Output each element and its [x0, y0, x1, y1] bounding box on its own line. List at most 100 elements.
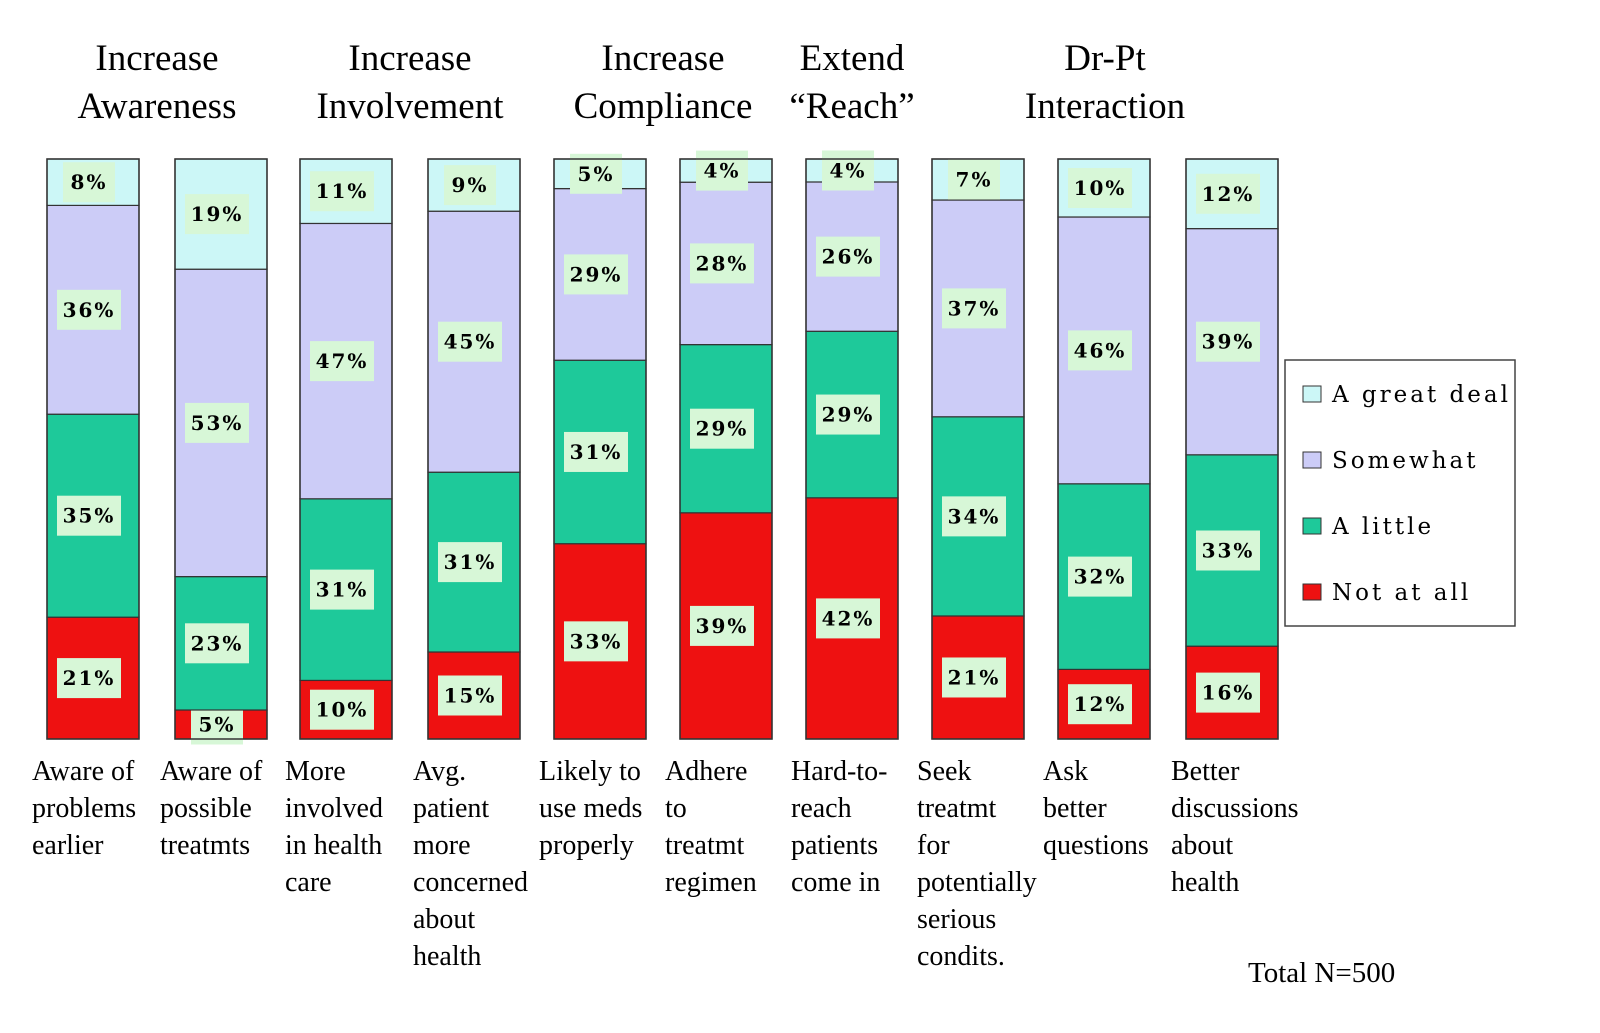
category-label-6-line-1: reach: [791, 793, 852, 824]
category-label-7-line-4: serious: [917, 904, 996, 935]
category-label-5-line-2: treatmt: [665, 830, 745, 861]
value-label-box-9-1: [1196, 530, 1260, 571]
value-label-1-0: 5%: [199, 713, 236, 737]
value-label-box-4-1: [564, 431, 628, 472]
category-label-8-line-2: questions: [1043, 830, 1149, 861]
value-label-4-1: 31%: [570, 440, 623, 464]
category-label-5-line-0: Adhere: [665, 756, 747, 787]
legend-box: [1284, 359, 1516, 627]
value-label-2-3: 11%: [316, 179, 369, 203]
value-label-2-0: 10%: [316, 698, 369, 722]
category-label-1-line-1: possible: [160, 793, 252, 824]
value-label-box-3-3: [444, 165, 496, 206]
value-label-box-7-3: [948, 159, 1000, 200]
value-label-box-8-3: [1068, 168, 1132, 208]
bar-outline-3: [427, 158, 521, 740]
value-label-3-2: 45%: [444, 330, 497, 354]
value-label-9-2: 39%: [1202, 330, 1255, 354]
value-label-box-6-3: [822, 150, 874, 191]
value-label-box-7-1: [942, 496, 1006, 537]
value-label-4-0: 33%: [570, 629, 623, 653]
category-label-9-line-3: health: [1171, 867, 1239, 898]
group-title-1-line-0: Increase: [348, 38, 471, 79]
value-label-box-5-0: [690, 605, 754, 646]
value-label-box-9-2: [1196, 321, 1260, 362]
value-label-5-2: 28%: [696, 251, 749, 275]
value-label-box-2-3: [310, 171, 374, 212]
group-title-3-line-1: “Reach”: [789, 86, 914, 127]
value-label-9-3: 12%: [1202, 182, 1255, 206]
value-label-box-0-0: [57, 658, 121, 699]
category-label-0-line-2: earlier: [32, 830, 104, 861]
value-label-0-1: 35%: [63, 504, 116, 528]
legend-swatch-a-great-deal: [1302, 385, 1322, 403]
category-label-3-line-0: Avg.: [413, 756, 466, 787]
value-label-box-3-2: [438, 321, 502, 362]
bar-outline-2: [299, 158, 393, 740]
value-label-box-1-2: [185, 402, 249, 443]
value-label-7-0: 21%: [948, 665, 1001, 689]
category-label-4-line-1: use meds: [539, 793, 642, 824]
category-label-8-line-0: Ask: [1043, 756, 1088, 787]
value-label-5-0: 39%: [696, 614, 749, 638]
bar-outline-7: [931, 158, 1025, 740]
category-label-6-line-0: Hard-to-: [791, 756, 887, 787]
value-label-0-0: 21%: [63, 666, 116, 690]
legend-swatch-somewhat: [1302, 451, 1322, 469]
category-label-0-line-1: problems: [32, 793, 136, 824]
value-label-6-0: 42%: [822, 606, 875, 630]
value-label-box-5-2: [690, 243, 754, 284]
value-label-box-3-0: [438, 675, 502, 716]
value-label-box-3-1: [438, 542, 502, 583]
category-label-8-line-1: better: [1043, 793, 1107, 824]
value-label-6-3: 4%: [830, 158, 867, 182]
value-label-0-3: 8%: [71, 170, 108, 194]
value-label-box-0-2: [57, 289, 121, 330]
value-label-5-3: 4%: [704, 159, 741, 183]
category-label-9-line-0: Better: [1171, 756, 1240, 787]
value-label-box-1-0: [191, 704, 243, 745]
legend-swatch-a-little: [1302, 517, 1322, 535]
category-label-2-line-2: in health: [285, 830, 382, 861]
group-title-0-line-1: Awareness: [78, 86, 237, 127]
category-label-4-line-0: Likely to: [539, 756, 641, 787]
value-label-9-1: 33%: [1202, 539, 1255, 563]
value-label-8-0: 12%: [1074, 692, 1127, 716]
value-label-box-9-0: [1196, 672, 1260, 713]
value-label-box-7-2: [942, 288, 1006, 329]
value-label-box-8-2: [1068, 330, 1132, 371]
value-label-8-1: 32%: [1074, 565, 1127, 589]
category-label-2-line-3: care: [285, 867, 332, 898]
category-label-1-line-0: Aware of: [160, 756, 263, 787]
value-label-7-2: 37%: [948, 296, 1001, 320]
legend-label-a-great-deal: A great deal: [1331, 382, 1511, 408]
value-label-7-1: 34%: [948, 504, 1001, 528]
value-label-box-6-0: [816, 598, 880, 639]
category-label-7-line-1: treatmt: [917, 793, 997, 824]
bar-outline-0: [46, 158, 140, 740]
value-label-box-5-3: [696, 150, 748, 191]
value-label-box-4-2: [564, 254, 628, 295]
value-label-9-0: 16%: [1202, 681, 1255, 705]
category-label-3-line-1: patient: [413, 793, 489, 824]
group-title-4-line-1: Interaction: [1025, 86, 1185, 127]
bar-outline-9: [1185, 158, 1279, 740]
category-label-4-line-2: properly: [539, 830, 634, 861]
value-label-box-6-2: [816, 236, 880, 277]
value-label-box-0-1: [57, 495, 121, 536]
category-label-3-line-2: more: [413, 830, 471, 861]
group-title-4-line-0: Dr-Pt: [1064, 38, 1146, 79]
value-label-box-1-1: [185, 623, 249, 664]
value-label-box-6-1: [816, 394, 880, 435]
bar-outline-4: [553, 158, 647, 740]
value-label-box-2-2: [310, 341, 374, 382]
legend-swatch-not-at-all: [1302, 583, 1322, 601]
value-label-1-2: 53%: [191, 411, 244, 435]
category-label-2-line-0: More: [285, 756, 346, 787]
legend-label-not-at-all: Not at all: [1332, 580, 1471, 606]
value-label-box-7-0: [942, 657, 1006, 698]
value-label-0-2: 36%: [63, 298, 116, 322]
sample-size-note: Total N=500: [1248, 957, 1395, 989]
group-title-0-line-0: Increase: [95, 38, 218, 79]
